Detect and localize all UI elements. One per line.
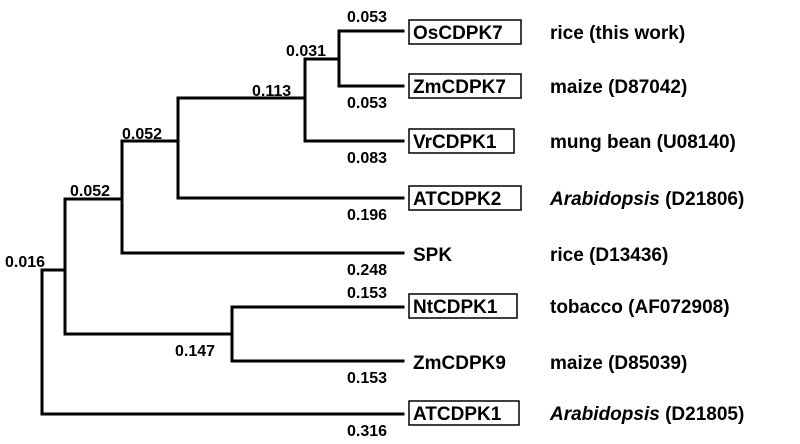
leaf-length: 0.053 [347, 9, 387, 26]
leaf-oscdpk7: 0.053 OsCDPK7 rice (this work) [347, 9, 685, 45]
gene-name: OsCDPK7 [413, 23, 503, 44]
accession-number: (this work) [589, 23, 685, 44]
leaf-atcdpk1: 0.316 ATCDPK1 Arabidopsis (D21805) [347, 400, 744, 440]
branch-root [40, 268, 405, 416]
gene-box [408, 293, 518, 319]
branch-node3 [176, 96, 307, 143]
branch-node1-lower [63, 268, 234, 336]
leaf-length: 0.153 [347, 285, 387, 302]
leaf-length: 0.053 [347, 95, 387, 112]
leaf-description: rice (D13436) [550, 245, 668, 266]
gene-box [408, 185, 522, 211]
branch-spk [120, 197, 405, 255]
tree-leaves: 0.053 OsCDPK7 rice (this work) 0.053 ZmC… [347, 9, 744, 440]
accession-number: (D85039) [608, 353, 687, 374]
leaf-length: 0.083 [347, 150, 387, 167]
length-root: 0.016 [5, 254, 45, 271]
accession-number: (D21805) [665, 404, 744, 425]
accession-number: (U08140) [657, 132, 736, 153]
species-name: mung bean [550, 132, 651, 153]
leaf-description: maize (D85039) [550, 353, 687, 374]
leaf-atcdpk2: 0.196 ATCDPK2 Arabidopsis (D21806) [347, 185, 744, 224]
gene-name: VrCDPK1 [413, 132, 497, 153]
gene-name: ZmCDPK9 [413, 353, 506, 374]
leaf-length: 0.248 [347, 262, 387, 279]
leaf-vrcdpk1: 0.083 VrCDPK1 mung bean (U08140) [347, 128, 736, 167]
leaf-spk: 0.248 SPK rice (D13436) [347, 245, 668, 279]
gene-name: NtCDPK1 [413, 297, 498, 318]
branch-zmcdpk7 [337, 57, 405, 88]
leaf-zmcdpk7: 0.053 ZmCDPK7 maize (D87042) [347, 73, 687, 112]
leaf-length: 0.196 [347, 207, 387, 224]
species-name: Arabidopsis [549, 189, 660, 210]
species-name: tobacco [550, 297, 623, 318]
branch-atcdpk2 [176, 139, 405, 200]
branch-vrcdpk1 [303, 96, 405, 143]
branch-zmcdpk9 [230, 332, 405, 363]
leaf-description: tobacco (AF072908) [550, 297, 730, 318]
length-node3: 0.113 [252, 83, 291, 100]
gene-name: ZmCDPK7 [413, 77, 506, 98]
gene-box [408, 400, 520, 426]
leaf-description: Arabidopsis (D21805) [549, 404, 744, 425]
branch-node2 [120, 139, 180, 201]
gene-box [408, 73, 522, 99]
gene-name: ATCDPK2 [413, 189, 501, 210]
length-node1: 0.052 [70, 183, 110, 200]
length-node2: 0.052 [122, 126, 162, 143]
species-name: rice [550, 23, 584, 44]
species-name: maize [550, 77, 603, 98]
branch-ntcdpk1 [230, 305, 405, 336]
branch-node4 [303, 57, 341, 100]
leaf-description: maize (D87042) [550, 77, 687, 98]
species-name: maize [550, 353, 603, 374]
length-node5: 0.147 [175, 343, 215, 360]
gene-name: SPK [413, 245, 452, 266]
accession-number: (D21806) [665, 189, 744, 210]
leaf-zmcdpk9: 0.153 ZmCDPK9 maize (D85039) [347, 353, 687, 387]
accession-number: (D13436) [589, 245, 668, 266]
accession-number: (AF072908) [628, 297, 729, 318]
internal-branch-lengths: 0.016 0.052 0.052 0.113 0.031 0.147 [5, 43, 326, 360]
gene-name: ATCDPK1 [413, 404, 502, 425]
leaf-length: 0.153 [347, 370, 387, 387]
leaf-description: rice (this work) [550, 23, 685, 44]
leaf-description: mung bean (U08140) [550, 132, 736, 153]
species-name: rice [550, 245, 584, 266]
branch-oscdpk7 [337, 29, 405, 61]
leaf-ntcdpk1: 0.153 NtCDPK1 tobacco (AF072908) [347, 285, 730, 319]
species-name: Arabidopsis [549, 404, 660, 425]
branch-node1 [40, 197, 124, 272]
leaf-length: 0.316 [347, 423, 387, 440]
gene-box [408, 128, 515, 154]
leaf-description: Arabidopsis (D21806) [549, 189, 744, 210]
length-node4: 0.031 [286, 43, 326, 60]
accession-number: (D87042) [608, 77, 687, 98]
gene-box [408, 19, 522, 45]
tree-branches [40, 29, 405, 416]
